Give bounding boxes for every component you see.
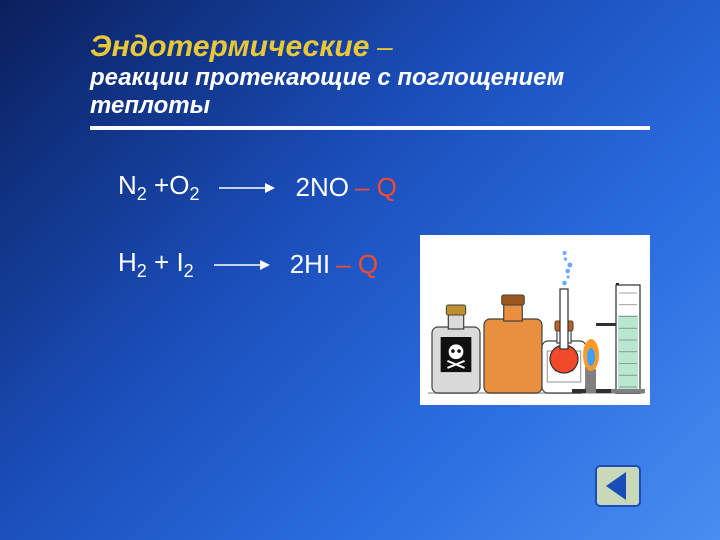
reaction-equation: N2 +O2 2NO – Q	[118, 170, 660, 205]
reaction-lhs: N2 +O2	[118, 170, 199, 205]
reaction-arrow-icon	[214, 258, 270, 272]
title-subtitle: реакции протекающие с поглощением теплот…	[90, 64, 564, 119]
reaction-rhs: 2NO	[295, 172, 348, 203]
title-main: Эндотермические	[90, 30, 369, 63]
title-dash: –	[369, 31, 392, 62]
reaction-arrow-icon	[219, 181, 275, 195]
chemistry-illustration: HCl	[420, 235, 650, 405]
reaction-heat-term: – Q	[355, 172, 397, 203]
prev-slide-button[interactable]	[594, 464, 642, 508]
slide-title: Эндотермические – реакции протекающие с …	[90, 30, 660, 120]
reaction-lhs: H2 + I2	[118, 247, 194, 282]
title-underline	[90, 126, 650, 130]
reaction-heat-term: – Q	[336, 249, 378, 280]
reaction-rhs: 2HI	[290, 249, 330, 280]
